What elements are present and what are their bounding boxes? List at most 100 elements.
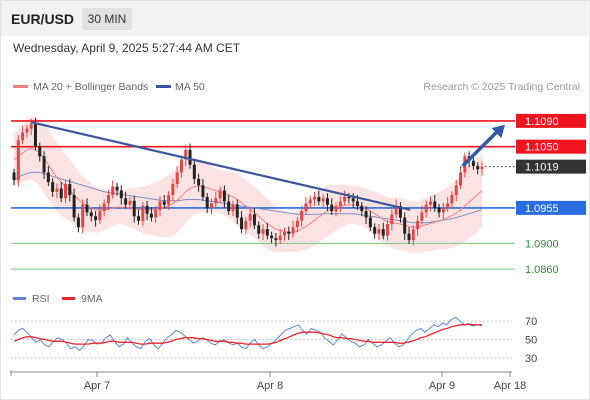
candle-body xyxy=(72,195,76,218)
x-tick-label: Apr 7 xyxy=(84,380,110,392)
candle-body xyxy=(145,205,149,214)
candle-body xyxy=(287,231,291,234)
x-tick-label: Apr 8 xyxy=(257,380,283,392)
candle-body xyxy=(459,172,463,186)
candle-body xyxy=(347,196,351,199)
candle-body xyxy=(46,172,50,183)
candle-body xyxy=(386,224,390,236)
candle-body xyxy=(210,203,214,208)
candle-body xyxy=(94,216,98,221)
rsi-tick-50: 50 xyxy=(525,335,537,347)
candle-body xyxy=(162,201,166,205)
support-value: 1.0955 xyxy=(525,203,559,215)
ma20-legend-swatch xyxy=(13,85,28,88)
timestamp: Wednesday, April 9, 2025 5:27:44 AM CET xyxy=(13,41,241,55)
candle-body xyxy=(154,209,158,218)
candle-body xyxy=(398,205,402,218)
candle-body xyxy=(76,217,80,228)
resistance-tag xyxy=(516,139,586,154)
candle-body xyxy=(98,211,102,221)
candle-body xyxy=(454,185,458,195)
candle-body xyxy=(424,204,428,213)
candle-body xyxy=(42,156,46,173)
candle-body xyxy=(222,190,226,202)
rsi-line xyxy=(13,316,483,352)
support-tag xyxy=(516,200,586,215)
candle-body xyxy=(300,211,304,221)
x-tick-label: Apr 9 xyxy=(429,380,455,392)
candle-body xyxy=(214,198,218,204)
candle-body xyxy=(149,213,153,218)
candle-body xyxy=(403,217,407,234)
candle-body xyxy=(420,212,424,221)
rsi-chart: 70 50 30 xyxy=(11,316,537,365)
candle-body xyxy=(124,198,128,205)
candle-body xyxy=(343,196,347,202)
candle-body xyxy=(25,128,29,133)
candle-body xyxy=(450,195,454,204)
resistance-tag xyxy=(516,113,586,128)
candle-body xyxy=(355,201,359,206)
candle-body xyxy=(373,227,377,234)
candle-body xyxy=(274,238,278,241)
candle-body xyxy=(59,188,63,199)
candle-body xyxy=(171,184,175,195)
candle-body xyxy=(282,231,286,236)
candle-body xyxy=(197,178,201,186)
candle-body xyxy=(321,198,325,202)
candle-body xyxy=(265,229,269,236)
candle-body xyxy=(471,160,475,166)
candle-body xyxy=(137,216,141,221)
candle-body xyxy=(480,166,484,170)
candle-body xyxy=(68,184,72,195)
candle-body xyxy=(446,203,450,208)
candle-body xyxy=(51,182,55,192)
forecast-arrow-shaft xyxy=(461,128,501,168)
candle-body xyxy=(218,190,222,199)
price-chart: 1.1090 1.1050 1.1019 1.0955 1.0900 1.0860 xyxy=(11,113,586,276)
ma50-legend-swatch xyxy=(156,85,171,88)
candle-body xyxy=(111,186,115,195)
ma50-legend-label: MA 50 xyxy=(175,81,205,93)
candle-body xyxy=(428,201,432,205)
candle-body xyxy=(441,207,445,213)
last-price-value: 1.1019 xyxy=(525,162,559,174)
candle-body xyxy=(179,159,183,173)
candle-body xyxy=(201,185,205,197)
timeframe-button[interactable]: 30 MIN xyxy=(82,8,132,30)
candle-body xyxy=(21,132,25,141)
rsi-legend-label: RSI xyxy=(32,293,50,305)
rsi-ma-line xyxy=(13,323,482,345)
rsi-legend-swatch xyxy=(13,297,26,300)
candle-body xyxy=(227,201,231,212)
candle-body xyxy=(205,196,209,208)
forecast-arrow-head xyxy=(491,124,506,139)
candle-body xyxy=(132,200,136,217)
candle-body xyxy=(360,205,364,212)
candle-body xyxy=(128,200,132,205)
candle-body xyxy=(257,225,261,234)
bollinger-band xyxy=(14,115,482,253)
candle-body xyxy=(381,229,385,236)
candle-body xyxy=(240,217,244,230)
resistance-value: 1.1090 xyxy=(525,116,559,128)
last-price-tag xyxy=(516,159,586,174)
candle-body xyxy=(437,207,441,213)
candle-body xyxy=(351,198,355,202)
trendline xyxy=(30,121,411,211)
candle-body xyxy=(394,205,398,215)
candle-body xyxy=(295,220,299,228)
candle-body xyxy=(12,172,16,181)
candle-body xyxy=(89,212,93,217)
candle-body xyxy=(325,198,329,205)
candle-body xyxy=(313,196,317,200)
x-tick-label: Apr 18 xyxy=(494,380,526,392)
candle-body xyxy=(102,203,106,212)
candle-body xyxy=(235,204,239,218)
candle-body xyxy=(416,220,420,230)
candle-body xyxy=(252,214,256,226)
candle-body xyxy=(244,220,248,230)
candle-body xyxy=(390,214,394,224)
candle-body xyxy=(330,204,334,212)
